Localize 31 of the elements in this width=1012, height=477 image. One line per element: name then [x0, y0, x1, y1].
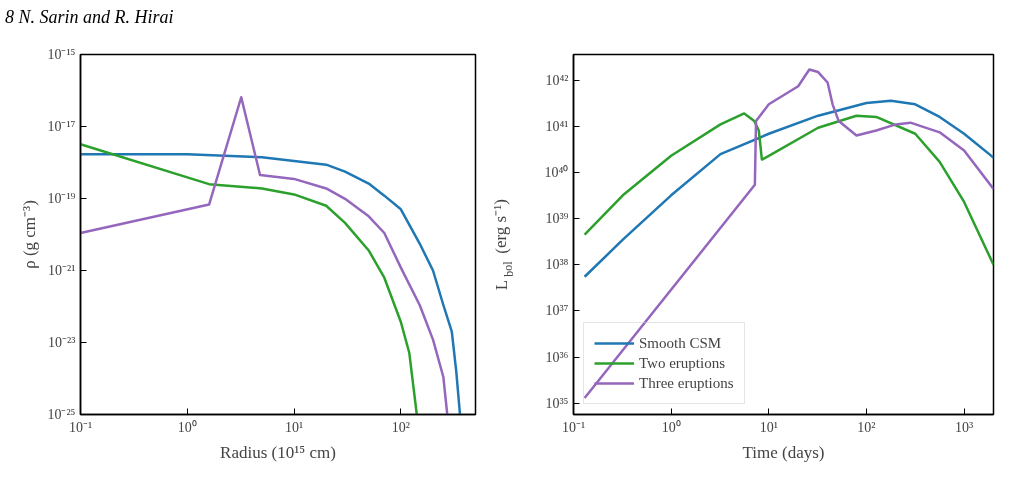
y-axis-title: ρ (g cm⁻³): [20, 200, 40, 269]
y-tick-label: 10⁻¹⁵: [47, 47, 76, 62]
text: 8 N. Sarin and R. Hirai: [5, 6, 174, 29]
x-tick-label: 10⁻¹: [561, 419, 586, 435]
y-tick-label: 10⁻²³: [48, 335, 76, 350]
y-tick-label: 10⁻¹⁷: [47, 119, 76, 134]
x-tick-label: 10³: [955, 419, 974, 435]
y-tick-label: 10⁻¹⁹: [47, 191, 76, 206]
x-axis-title: Radius (10¹⁵ cm): [220, 442, 336, 462]
x-tick-label: 10⁰: [661, 419, 681, 435]
y-tick-label: 10³⁹: [545, 211, 569, 227]
x-tick-label: 10²: [857, 419, 876, 435]
x-tick-label: 10¹: [284, 419, 304, 435]
x-tick-label: 10⁰: [177, 419, 197, 435]
y-tick-label: 10³⁵: [545, 395, 569, 411]
x-tick-label: 10¹: [759, 419, 778, 435]
y-tick-label: 10⁻²¹: [48, 263, 76, 278]
legend-label: Three eruptions: [639, 374, 734, 392]
x-tick-label: 10²: [391, 419, 410, 435]
y-tick-label: 10⁴¹: [545, 118, 569, 134]
legend-label: Two eruptions: [639, 354, 726, 372]
x-tick-label: 10⁻¹: [68, 419, 93, 435]
y-axis-title: Lbol (erg s⁻¹): [491, 199, 516, 291]
x-axis-title: Time (days): [742, 442, 825, 462]
y-tick-label: 10⁴²: [545, 72, 569, 88]
y-tick-label: 10⁴⁰: [544, 164, 569, 180]
y-tick-label: 10³⁸: [545, 257, 569, 273]
y-tick-label: 10³⁷: [545, 303, 569, 319]
y-tick-label: 10³⁶: [545, 349, 569, 365]
y-tick-label: 10⁻²⁵: [47, 407, 76, 422]
legend-label: Smooth CSM: [639, 334, 722, 352]
